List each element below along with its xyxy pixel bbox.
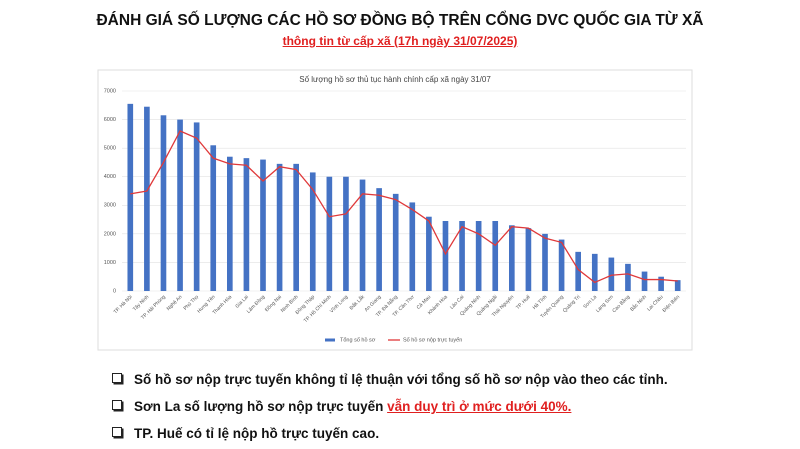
bar [674, 280, 681, 291]
bar [243, 158, 250, 291]
bar [392, 193, 399, 291]
bar [210, 145, 217, 291]
bar [127, 103, 134, 291]
bar [359, 179, 366, 291]
bar [575, 251, 581, 291]
bullet-icon [112, 400, 122, 410]
legend-swatch [325, 338, 335, 342]
bullet: TP. Huế có tỉ lệ nộp hồ trực tuyến cao. [112, 426, 379, 441]
bar [492, 221, 499, 291]
bar [293, 163, 299, 291]
bar [260, 159, 266, 291]
bullet-highlight: vẫn duy trì ở mức dưới 40%. [387, 399, 572, 414]
slide-subtitle: thông tin từ cấp xã (17h ngày 31/07/2025… [282, 34, 518, 48]
bullet: Số hồ sơ nộp trực tuyến không tỉ lệ thuậ… [112, 372, 668, 387]
bar [426, 216, 432, 291]
bar [160, 115, 167, 292]
bar [525, 228, 532, 291]
line [130, 130, 678, 284]
slide-title: ĐÁNH GIÁ SỐ LƯỢNG CÁC HỒ SƠ ĐỒNG BỘ TRÊN… [96, 12, 704, 29]
bar [343, 176, 349, 291]
bullet-text: TP. Huế có tỉ lệ nộp hồ trực tuyến cao. [134, 426, 380, 441]
bar [641, 271, 648, 291]
bar [608, 257, 615, 291]
y-tick-label: 4000 [104, 174, 116, 180]
bar [542, 233, 548, 291]
y-tick-label: 6000 [104, 117, 116, 123]
bar [227, 156, 233, 291]
bar [177, 119, 183, 291]
bar [658, 276, 664, 291]
bar [558, 239, 565, 291]
y-tick-label: 2000 [104, 231, 116, 237]
y-tick-label: 7000 [104, 88, 116, 94]
bar [193, 122, 200, 291]
y-tick-label: 3000 [104, 203, 116, 209]
bar [409, 202, 416, 291]
bar [509, 225, 515, 291]
bar [326, 176, 333, 291]
y-tick-label: 0 [113, 288, 116, 294]
bar [591, 253, 598, 291]
y-tick-label: 5000 [104, 146, 116, 152]
bar [442, 221, 449, 291]
bullet: Sơn La số lượng hồ sơ nộp trực tuyến vẫn… [112, 399, 571, 414]
legend-label: Số hồ sơ nộp trực tuyến [403, 337, 462, 343]
bullet-icon [112, 427, 122, 437]
bullet-icon [112, 373, 122, 383]
bar [459, 221, 465, 291]
legend-label: Tổng số hồ sơ [340, 336, 376, 343]
bar [475, 221, 482, 291]
bar [309, 172, 316, 291]
bar [376, 188, 382, 291]
y-tick-label: 1000 [104, 260, 116, 266]
bar [625, 263, 631, 291]
chart-title: Số lượng hồ sơ thủ tục hành chính cấp xã… [299, 75, 491, 84]
bullet-text: Số hồ sơ nộp trực tuyến không tỉ lệ thuậ… [134, 372, 668, 387]
bar [276, 163, 283, 291]
bar [144, 106, 150, 291]
bullet-text: Sơn La số lượng hồ sơ nộp trực tuyến [134, 399, 388, 414]
